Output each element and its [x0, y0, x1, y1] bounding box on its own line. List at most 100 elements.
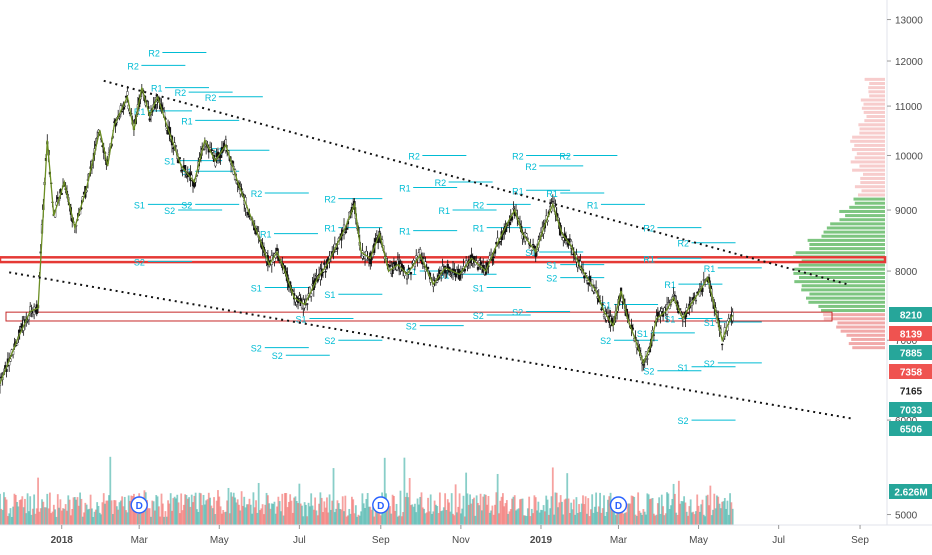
price-badge-label: 6506 — [900, 425, 923, 436]
volume-bar — [483, 494, 486, 525]
volume-bar — [593, 506, 596, 525]
volume-bar — [17, 506, 20, 525]
candle-body — [156, 101, 159, 103]
volume-bar — [219, 506, 222, 525]
volume-bar — [201, 505, 204, 525]
trendlines — [9, 79, 852, 420]
candle-body — [679, 308, 682, 310]
pivot-label: R2 — [148, 48, 160, 58]
volume-bar — [80, 498, 83, 525]
volume-bar — [646, 493, 649, 525]
volume-bar — [209, 497, 211, 525]
volume-bar — [693, 514, 696, 525]
volume-bar — [603, 495, 605, 525]
volume-bar — [326, 497, 328, 525]
volume-bar — [248, 498, 251, 525]
pivot-label: S2 — [678, 416, 689, 426]
volume-bar — [369, 506, 372, 525]
volume-bar — [445, 509, 448, 525]
pivot-label: R1 — [704, 264, 716, 274]
volume-bar — [718, 503, 721, 525]
volume-bar — [722, 501, 725, 525]
volume-bar — [42, 501, 45, 525]
volume-bar — [322, 512, 324, 525]
volume-bar — [48, 492, 51, 525]
volume-bar — [110, 500, 113, 525]
trendline[interactable] — [9, 271, 852, 420]
profile-bar — [809, 292, 885, 296]
volume-bar — [655, 514, 658, 525]
candle-body — [211, 150, 214, 153]
volume-bar — [280, 511, 282, 525]
price-badge — [889, 402, 932, 417]
volume-bar — [512, 496, 515, 525]
profile-bar — [863, 102, 885, 106]
volume-bar — [13, 493, 16, 525]
volume-bar — [681, 501, 684, 525]
candle-body — [214, 158, 217, 167]
pivot-label: S1 — [664, 314, 675, 324]
pivot-label: S2 — [181, 200, 192, 210]
volume-bar — [207, 492, 210, 525]
volume-bar — [14, 494, 17, 525]
volume-bar — [161, 503, 164, 525]
volume-bar — [511, 498, 513, 525]
candle-body — [412, 260, 415, 264]
volume-bar — [370, 509, 373, 525]
candle-body — [492, 256, 495, 259]
pivot-label: S1 — [473, 284, 484, 294]
x-tick-label: Jul — [772, 535, 785, 546]
pivot-label: S2 — [251, 344, 262, 354]
volume-bar — [706, 494, 709, 525]
volume-bar — [609, 492, 612, 525]
pivot-label: S2 — [600, 336, 611, 346]
pivot-label: R1 — [587, 200, 599, 210]
volume-bar — [605, 511, 608, 525]
profile-bar — [859, 127, 885, 131]
volume-bar — [600, 512, 603, 525]
volume-bar — [420, 492, 423, 525]
volume-bar — [393, 496, 395, 525]
volume-bar — [723, 497, 726, 525]
pivot-label: R2 — [175, 88, 187, 98]
volume-bar — [441, 510, 444, 525]
profile-bar — [826, 226, 885, 230]
volume-bar — [685, 511, 688, 525]
volume-bar — [5, 499, 8, 525]
price-badge-label: 7165 — [900, 387, 923, 398]
volume-bar — [349, 513, 352, 525]
volume-bar — [261, 504, 264, 525]
volume-bar — [542, 505, 545, 525]
volume-bar — [71, 509, 74, 525]
volume-bar — [529, 516, 532, 525]
session-marker-icon[interactable] — [609, 496, 628, 514]
volume-bar — [199, 493, 202, 525]
volume-bar — [731, 508, 734, 525]
profile-bar — [839, 218, 885, 222]
session-marker-icon[interactable] — [372, 496, 390, 514]
profile-bar — [860, 181, 885, 185]
volume-bar — [372, 507, 374, 525]
trendline[interactable] — [103, 79, 848, 286]
volume-bar — [470, 503, 473, 525]
volume-bar — [387, 507, 390, 525]
volume-bar — [319, 492, 322, 525]
volume-bar — [645, 514, 647, 525]
volume-bar — [575, 497, 578, 525]
volume-bar — [704, 516, 707, 525]
volume-bar — [629, 503, 632, 525]
volume-bar — [185, 494, 188, 525]
profile-bar — [864, 77, 885, 81]
price-badge-label: 8210 — [900, 311, 923, 322]
profile-bar — [793, 271, 885, 275]
volume-bar — [716, 495, 718, 525]
volume-bar — [357, 514, 360, 525]
volume-bar — [450, 493, 453, 525]
pivot-label: R1 — [399, 184, 411, 194]
volume-bar — [329, 509, 332, 525]
profile-bar — [851, 337, 885, 341]
session-marker-icon[interactable] — [130, 496, 148, 514]
